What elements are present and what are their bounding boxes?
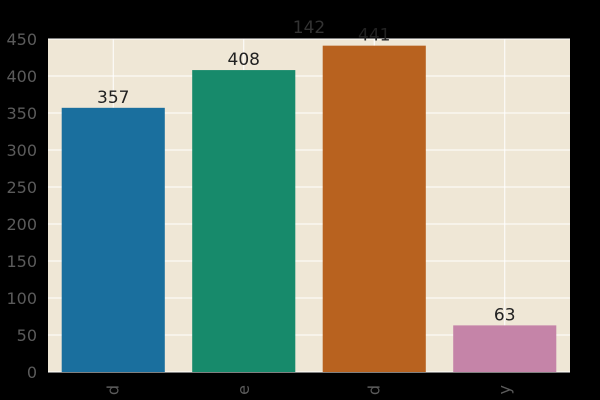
y-tick-label-0: 0 — [27, 363, 37, 382]
y-tick-label-4: 200 — [6, 215, 37, 234]
value-label-2: 441 — [358, 26, 390, 46]
value-label-1: 408 — [228, 50, 260, 70]
value-label-0: 357 — [97, 88, 129, 108]
y-tick-label-3: 150 — [6, 252, 37, 271]
y-tick-label-1: 50 — [17, 326, 37, 345]
y-tick-label-9: 450 — [6, 30, 37, 49]
x-tick-label-0: d — [103, 385, 122, 395]
x-tick-label-3: y — [495, 385, 514, 394]
bars — [61, 45, 557, 372]
y-axis-ticks: 0 50 100 150 200 250 300 350 400 450 — [6, 30, 37, 382]
x-tick-label-1: e — [234, 385, 253, 395]
chart-title: 142 — [293, 18, 325, 38]
y-tick-label-2: 100 — [6, 289, 37, 308]
y-tick-label-5: 250 — [6, 178, 37, 197]
y-tick-label-7: 350 — [6, 104, 37, 123]
bar-1 — [192, 70, 296, 372]
bar-3 — [453, 325, 557, 372]
value-labels: 357 408 441 63 — [97, 26, 516, 326]
x-tick-label-2: d — [364, 385, 383, 395]
bar-2 — [322, 45, 426, 372]
y-tick-label-8: 400 — [6, 67, 37, 86]
y-tick-label-6: 300 — [6, 141, 37, 160]
value-label-3: 63 — [494, 305, 516, 325]
bar-0 — [61, 107, 165, 372]
